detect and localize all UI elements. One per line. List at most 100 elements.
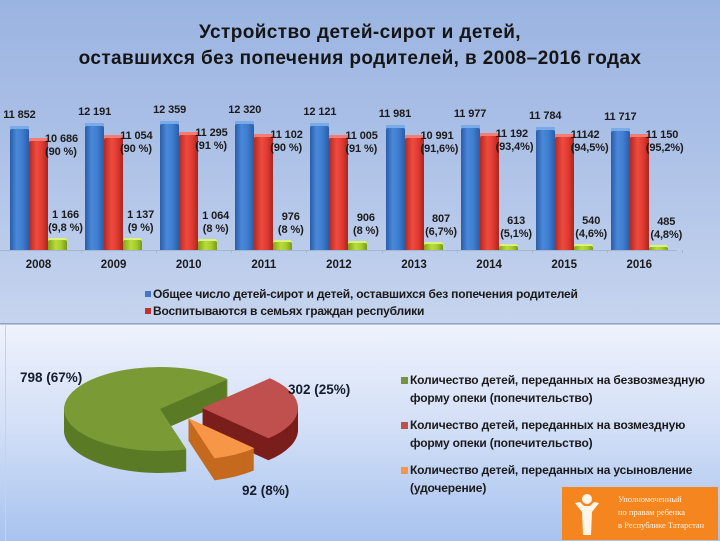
bar-other-2015	[573, 244, 593, 250]
x-axis-label-2014: 2014	[476, 259, 502, 271]
pie-label-paid-guardianship: 302 (25%)	[288, 382, 351, 397]
value-label-line: (91,6%)	[420, 143, 459, 156]
x-axis-tick	[81, 250, 83, 253]
bar-in-families-2016	[629, 133, 649, 250]
legend-swatch-red-icon	[145, 308, 151, 314]
value-label-other-2009: 1 137 (9 %)	[111, 209, 171, 235]
x-axis-tick	[606, 250, 608, 253]
legend-item-in-families: Воспитываются в семьях граждан республик…	[145, 304, 578, 321]
bar-total-2008	[10, 126, 29, 250]
logo-text-line-3: в Республике Татарстан	[618, 520, 705, 530]
value-label-line: 11 054	[120, 129, 153, 142]
bar-chart-panel: Устройство детей-сирот и детей, оставших…	[0, 0, 720, 324]
value-label-line: 12 191	[78, 105, 112, 118]
value-label-total-2008: 11 852	[0, 109, 50, 122]
value-label-line: 11 192	[495, 128, 529, 141]
value-label-line: (8 %)	[277, 223, 304, 236]
pie-legend-item-paid-guardianship: Количество детей, переданных на возмездн…	[401, 417, 716, 452]
bar-other-2009	[123, 238, 143, 250]
value-label-total-2009: 12 191	[65, 106, 125, 119]
bar-other-2011	[273, 239, 293, 250]
value-label-line: 1 166	[51, 208, 80, 221]
pie-legend-item-free-guardianship: Количество детей, переданных на безвозме…	[401, 372, 716, 407]
pie-label-free-guardianship: 798 (67%)	[20, 370, 83, 385]
value-label-other-2015: 540 (4,6%)	[561, 215, 621, 241]
bar-other-2016	[648, 244, 668, 250]
x-axis-label-2016: 2016	[626, 259, 653, 271]
x-axis-label-2013: 2013	[401, 259, 427, 271]
value-label-line: 11 295	[195, 127, 228, 140]
logo-text-line-1: Уполномоченный	[618, 494, 682, 504]
pie-chart-legend: Количество детей, переданных на безвозме…	[401, 372, 716, 507]
value-label-line: 12 359	[153, 103, 187, 116]
x-axis-tick	[456, 250, 458, 253]
x-axis-line	[0, 250, 677, 251]
value-label-in-families-2016: 11 150 (95,2%)	[646, 129, 684, 155]
x-axis-label-2008: 2008	[25, 259, 52, 271]
value-label-in-families-2010: 11 295 (91 %)	[195, 127, 228, 153]
x-axis-tick	[381, 250, 383, 253]
x-axis-tick	[531, 250, 533, 253]
pie-legend-label-paid-guardianship: Количество детей, переданных на возмездн…	[410, 418, 686, 450]
value-label-total-2014: 11 977	[440, 108, 500, 121]
logo-text-line-2: по правам ребенка	[618, 507, 686, 517]
value-label-line: (94,5%)	[570, 141, 609, 154]
x-axis-label-2009: 2009	[100, 259, 127, 271]
value-label-total-2016: 11 717	[590, 111, 650, 124]
bar-total-2012	[310, 123, 330, 250]
bar-in-families-2010	[179, 132, 199, 250]
value-label-line: 906	[356, 211, 375, 224]
value-label-other-2013: 807 (6,7%)	[411, 213, 471, 239]
bar-total-2014	[460, 124, 480, 250]
value-label-line: (5,1%)	[500, 227, 532, 240]
value-label-line: (91 %)	[195, 140, 227, 153]
value-label-other-2014: 613 (5,1%)	[486, 215, 546, 241]
value-label-line: 613	[507, 214, 526, 227]
value-label-line: (90 %)	[45, 146, 77, 159]
child-figure-icon	[575, 494, 599, 535]
x-axis-tick	[156, 250, 158, 253]
value-label-line: 1 137	[127, 209, 155, 222]
value-label-line: (91 %)	[345, 143, 378, 156]
bar-total-2015	[535, 126, 555, 250]
value-label-in-families-2015: 11142 (94,5%)	[571, 129, 609, 155]
value-label-line: (95,2%)	[645, 141, 684, 154]
bar-other-2013	[423, 241, 443, 250]
value-label-line: 485	[657, 215, 676, 228]
value-label-other-2008: 1 166 (9,8 %)	[36, 209, 96, 235]
legend-item-total: Общее число детей-сирот и детей, оставши…	[145, 287, 578, 304]
bar-total-2011	[235, 121, 255, 250]
value-label-line: (9,8 %)	[48, 221, 83, 234]
value-label-line: 540	[582, 215, 601, 228]
bar-in-families-2015	[554, 133, 574, 250]
legend-swatch-orange-icon	[401, 467, 408, 474]
bar-in-families-2009	[104, 134, 124, 250]
x-axis-label-2010: 2010	[175, 259, 202, 271]
bar-total-2013	[385, 124, 405, 250]
value-label-in-families-2008: 10 686 (90 %)	[45, 133, 78, 159]
legend-swatch-red-icon	[401, 422, 408, 429]
value-label-line: 11 717	[604, 110, 637, 123]
value-label-in-families-2009: 11 054 (90 %)	[120, 129, 153, 156]
value-label-line: 12 121	[303, 106, 337, 119]
value-label-in-families-2011: 11 102 (90 %)	[270, 129, 303, 155]
value-label-line: (90 %)	[120, 142, 152, 155]
value-label-line: 12 320	[228, 104, 262, 117]
bar-other-2012	[348, 240, 368, 250]
legend-swatch-blue-icon	[145, 291, 151, 297]
value-label-total-2012: 12 121	[290, 106, 350, 119]
value-label-line: 11 981	[378, 107, 412, 120]
bar-in-families-2008	[29, 138, 48, 250]
value-label-in-families-2013: 10 991 (91,6%)	[421, 130, 459, 156]
value-label-line: (93,4%)	[495, 141, 534, 154]
value-label-total-2011: 12 320	[215, 104, 275, 117]
x-axis-label-2012: 2012	[326, 259, 352, 271]
bar-total-2016	[610, 127, 630, 250]
value-label-line: 10 991	[420, 130, 454, 143]
chart-title-line-2: оставшихся без попечения родителей, в 20…	[78, 48, 642, 69]
value-label-line: (90 %)	[270, 142, 303, 155]
bar-in-families-2013	[404, 135, 424, 250]
value-label-line: 11142	[570, 128, 600, 141]
value-label-other-2016: 485 (4,8%)	[636, 216, 696, 242]
value-label-in-families-2012: 11 005 (91 %)	[345, 130, 378, 156]
